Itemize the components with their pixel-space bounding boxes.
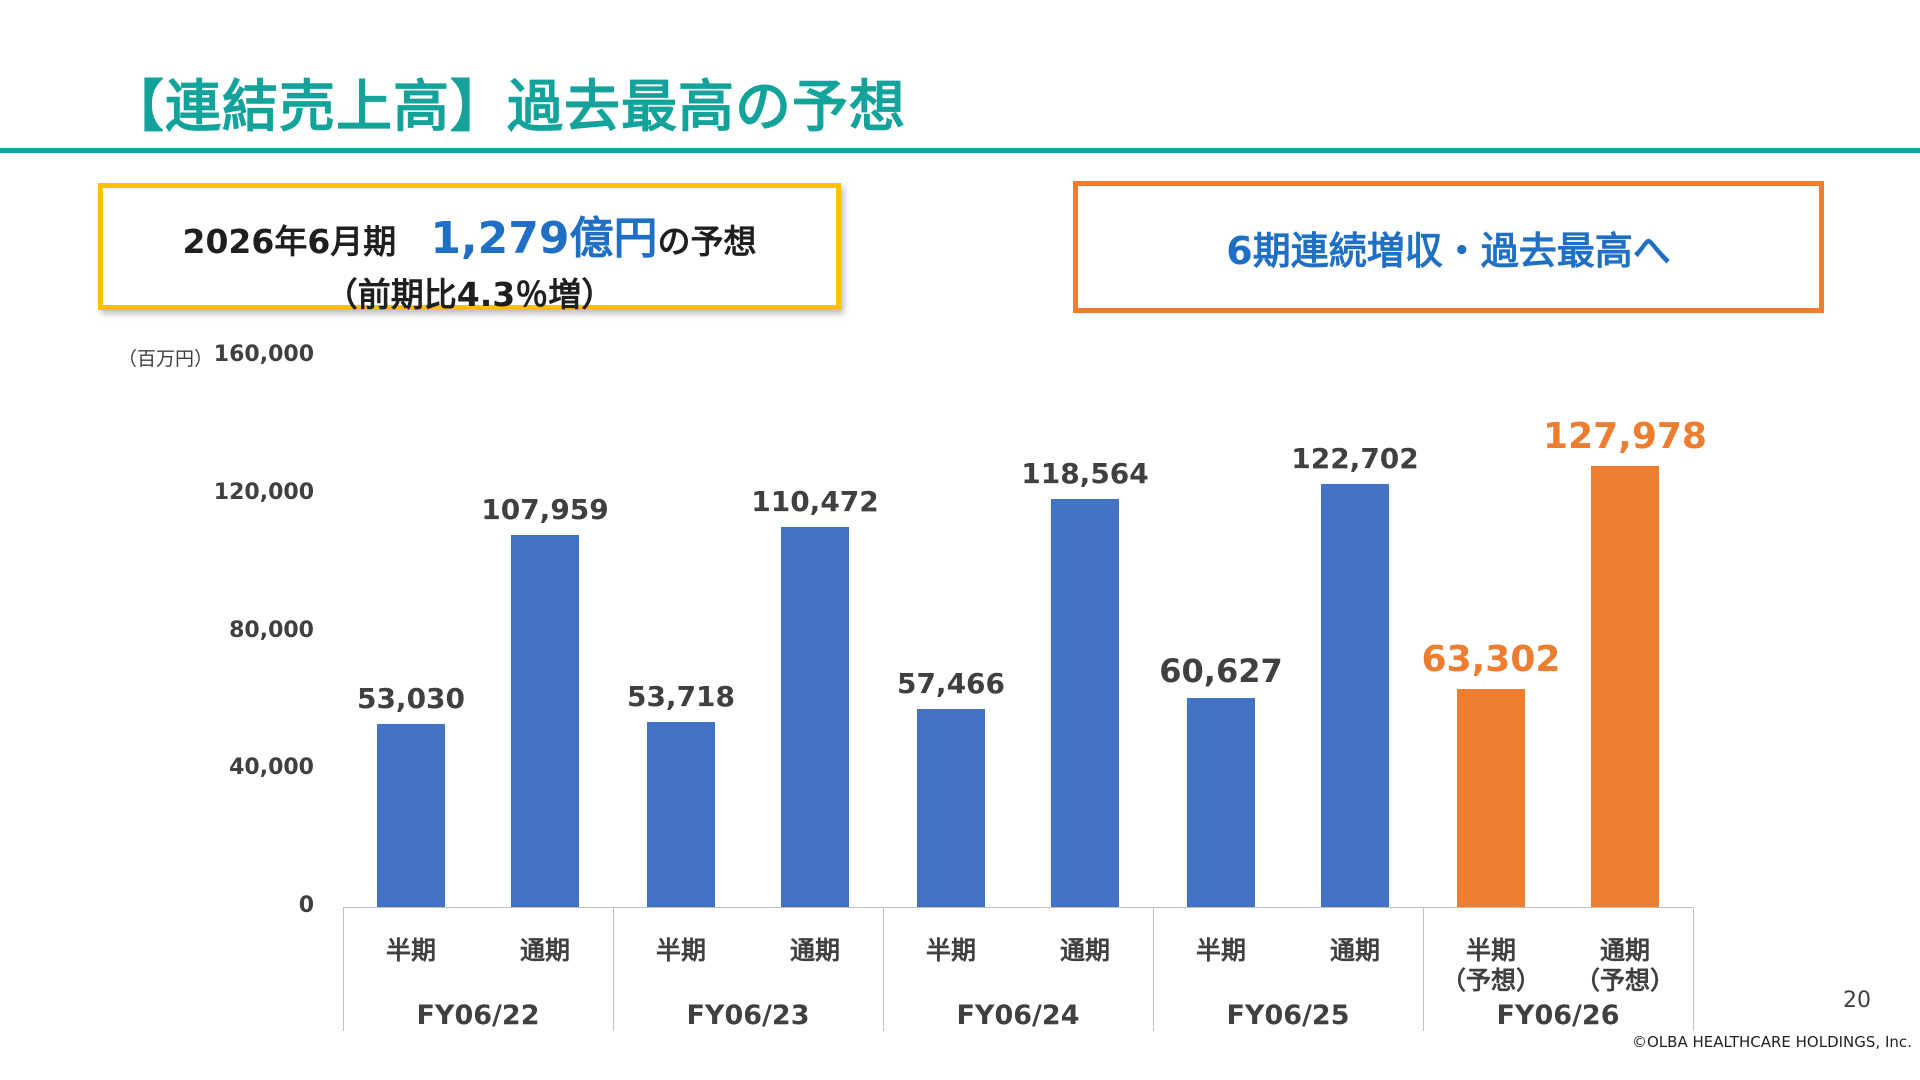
bar	[377, 724, 445, 907]
forecast-suffix: の予想	[657, 222, 757, 261]
unit-label: （百万円）	[118, 348, 214, 370]
y-tick-label: 0	[298, 893, 314, 918]
data-label: 118,564	[1021, 456, 1149, 490]
bar	[781, 526, 849, 907]
category-label: 通期	[1329, 936, 1380, 965]
group-divider	[613, 907, 614, 1031]
data-label: 127,978	[1543, 416, 1707, 458]
data-label: 60,627	[1159, 652, 1283, 691]
y-tick-label: 160,000	[213, 342, 314, 367]
data-label: 107,959	[481, 493, 609, 527]
copyright: ©OLBA HEALTHCARE HOLDINGS, Inc.	[1632, 1033, 1912, 1051]
forecast-callout-line1: 2026年6月期 1,279億円の予想	[103, 202, 836, 266]
bar	[511, 535, 579, 907]
forecast-period: 2026年6月期	[182, 222, 397, 261]
group-label: FY06/24	[956, 1000, 1080, 1031]
forecast-growth: （前期比4.3％増）	[324, 275, 615, 314]
y-tick-label: 80,000	[229, 617, 314, 643]
group-divider	[883, 907, 884, 1031]
group-label: FY06/26	[1496, 1000, 1620, 1031]
group-divider	[1153, 907, 1154, 1031]
bar	[917, 709, 985, 907]
bar	[1187, 698, 1255, 907]
category-label: 半期	[925, 936, 976, 965]
record-callout-text: 6期連続増収・過去最高へ	[1226, 228, 1671, 273]
record-callout: 6期連続増収・過去最高へ	[1073, 181, 1824, 313]
data-label: 63,302	[1421, 639, 1561, 680]
page-number: 20	[1843, 988, 1871, 1013]
group-divider	[1423, 907, 1424, 1031]
category-label: 通期	[1059, 936, 1110, 965]
data-label: 110,472	[751, 484, 879, 518]
group-divider	[1693, 907, 1694, 1031]
data-label: 53,718	[626, 680, 736, 713]
category-label: 通期 （予想）	[1574, 936, 1675, 995]
group-label: FY06/23	[686, 1000, 810, 1031]
group-label: FY06/25	[1226, 1000, 1350, 1031]
bar	[1457, 689, 1525, 907]
data-label: 57,466	[896, 667, 1006, 701]
title-divider	[0, 148, 1920, 153]
bar	[1591, 466, 1659, 907]
page-title: 【連結売上高】過去最高の予想	[108, 75, 906, 140]
x-axis-line	[343, 907, 1693, 908]
bar	[1321, 484, 1389, 907]
forecast-callout: 2026年6月期 1,279億円の予想 （前期比4.3％増）	[98, 183, 841, 314]
bar	[1051, 498, 1119, 907]
category-label: 半期	[655, 936, 706, 965]
bar	[647, 722, 715, 907]
y-tick-label: 40,000	[229, 755, 314, 781]
y-tick-label: 120,000	[213, 479, 314, 505]
category-label: 半期	[1195, 936, 1246, 965]
category-label: 半期	[385, 936, 436, 965]
data-label: 122,702	[1291, 442, 1419, 476]
group-label: FY06/22	[416, 1000, 540, 1031]
category-label: 通期	[789, 936, 840, 965]
category-label: 半期 （予想）	[1440, 936, 1541, 995]
data-label: 53,030	[356, 682, 466, 716]
forecast-amount: 1,279億円	[430, 213, 658, 264]
group-divider	[343, 907, 344, 1031]
category-label: 通期	[519, 936, 570, 965]
